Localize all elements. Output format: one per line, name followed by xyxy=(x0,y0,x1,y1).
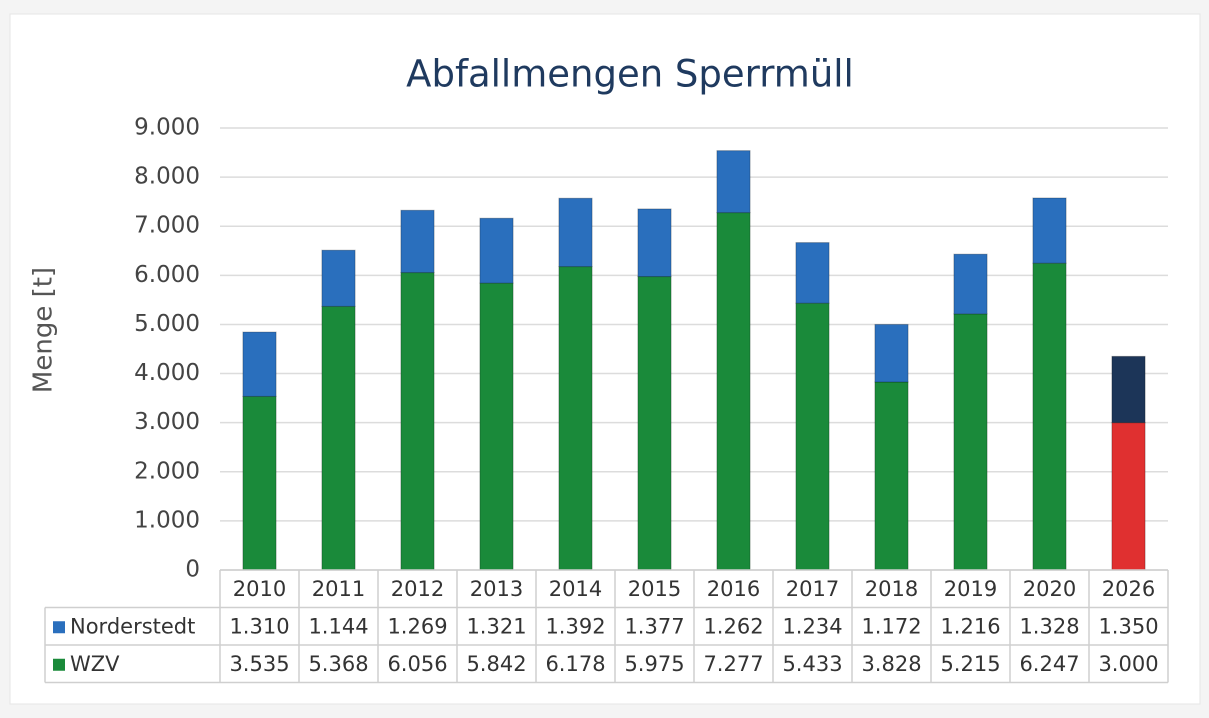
bar-segment xyxy=(953,253,988,315)
bar-segment xyxy=(558,266,593,571)
x-tick-label: 2010 xyxy=(233,577,286,601)
table-value: 5.975 xyxy=(624,652,684,676)
table-value: 1.234 xyxy=(782,614,842,638)
bar-segment xyxy=(321,305,356,571)
table-value: 3.000 xyxy=(1098,652,1158,676)
bar-segment xyxy=(637,276,672,571)
table-value: 6.247 xyxy=(1019,652,1079,676)
table-value: 1.350 xyxy=(1098,614,1158,638)
bar-segment xyxy=(716,212,751,571)
x-tick-label: 2013 xyxy=(470,577,523,601)
table-value: 5.368 xyxy=(308,652,368,676)
table-value: 1.144 xyxy=(308,614,368,638)
table-value: 1.269 xyxy=(387,614,447,638)
y-tick-label: 3.000 xyxy=(134,409,200,435)
table-value: 3.828 xyxy=(861,652,921,676)
bar-segment xyxy=(874,323,909,383)
bar-segment xyxy=(242,331,277,397)
table-value: 5.215 xyxy=(940,652,1000,676)
y-tick-label: 8.000 xyxy=(134,164,200,190)
table-value: 6.056 xyxy=(387,652,447,676)
table-value: 3.535 xyxy=(229,652,289,676)
table-value: 6.178 xyxy=(545,652,605,676)
bar-segment xyxy=(874,381,909,571)
x-tick-label: 2018 xyxy=(865,577,918,601)
table-value: 1.321 xyxy=(466,614,526,638)
bar-segment xyxy=(716,150,751,214)
legend-label: WZV xyxy=(70,652,120,676)
y-tick-label: 0 xyxy=(185,557,200,583)
x-tick-label: 2011 xyxy=(312,577,365,601)
legend-swatch xyxy=(53,658,65,671)
table-value: 1.328 xyxy=(1019,614,1079,638)
bar-segment xyxy=(1111,422,1146,571)
bar-segment xyxy=(953,313,988,571)
x-tick-label: 2020 xyxy=(1023,577,1076,601)
table-value: 5.842 xyxy=(466,652,526,676)
bar-segment xyxy=(795,302,830,571)
y-tick-label: 2.000 xyxy=(134,458,200,484)
bar-segment xyxy=(1032,262,1067,571)
bar-segment xyxy=(479,217,514,284)
legend-swatch xyxy=(53,621,65,634)
x-tick-label: 2012 xyxy=(391,577,444,601)
x-tick-label: 2014 xyxy=(549,577,602,601)
bar-segment xyxy=(558,197,593,268)
chart-title: Abfallmengen Sperrmüll xyxy=(406,53,854,96)
y-tick-label: 9.000 xyxy=(134,115,200,141)
bar-segment xyxy=(479,282,514,571)
y-axis-label: Menge [t] xyxy=(29,267,59,393)
table-value: 1.262 xyxy=(703,614,763,638)
bar-segment xyxy=(1032,197,1067,264)
x-tick-label: 2019 xyxy=(944,577,997,601)
x-tick-label: 2015 xyxy=(628,577,681,601)
bar-segment xyxy=(400,272,435,571)
legend-label: Norderstedt xyxy=(70,614,195,638)
bar-segment xyxy=(637,208,672,278)
table-value: 7.277 xyxy=(703,652,763,676)
table-value: 5.433 xyxy=(782,652,842,676)
bar-segment xyxy=(242,395,277,571)
bar-segment xyxy=(795,242,830,304)
table-value: 1.392 xyxy=(545,614,605,638)
table-value: 1.216 xyxy=(940,614,1000,638)
table-value: 1.377 xyxy=(624,614,684,638)
x-tick-label: 2017 xyxy=(786,577,839,601)
card xyxy=(9,13,1201,705)
bar-segment xyxy=(400,209,435,274)
table-value: 1.310 xyxy=(229,614,289,638)
table-value: 1.172 xyxy=(861,614,921,638)
y-tick-label: 7.000 xyxy=(134,213,200,239)
y-tick-label: 5.000 xyxy=(134,311,200,337)
bar-segment xyxy=(321,249,356,307)
bar-segment xyxy=(1111,355,1146,424)
y-tick-label: 6.000 xyxy=(134,262,200,288)
y-tick-label: 1.000 xyxy=(134,507,200,533)
y-tick-label: 4.000 xyxy=(134,360,200,386)
x-tick-label: 2026 xyxy=(1102,577,1155,601)
x-tick-label: 2016 xyxy=(707,577,760,601)
